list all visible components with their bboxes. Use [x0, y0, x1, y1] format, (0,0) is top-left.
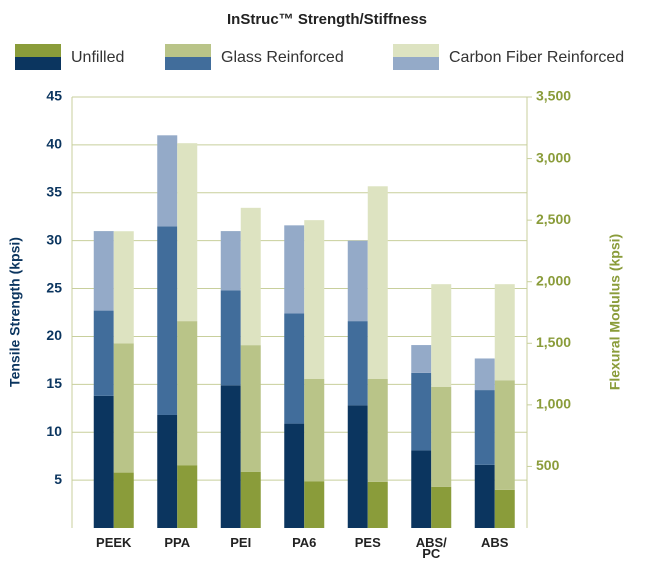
tensile-bar	[411, 450, 432, 528]
flexural-bar	[431, 387, 452, 487]
y-tick-label: 45	[46, 88, 62, 104]
y2-tick-label: 500	[536, 457, 560, 473]
flexural-bar	[367, 186, 388, 379]
flexural-bar	[494, 284, 515, 381]
tensile-bar	[474, 358, 495, 391]
legend-label: Carbon Fiber Reinforced	[449, 49, 624, 66]
y2-axis-label: Flexural Modulus (kpsi)	[607, 234, 623, 390]
tensile-bar	[93, 231, 114, 311]
x-tick-label-box: ABS/ PC	[415, 537, 447, 561]
y-tick-label: 10	[46, 423, 62, 439]
tensile-bar	[411, 345, 432, 373]
x-tick-label-box: PEEK	[96, 537, 132, 550]
legend-swatch	[165, 44, 211, 57]
x-tick-label: ABS/ PC	[415, 537, 447, 561]
y-tick-label: 40	[46, 136, 62, 152]
flexural-bar	[304, 220, 325, 379]
x-tick-label: PES	[354, 537, 381, 550]
tensile-bar	[284, 313, 305, 424]
x-tick-label: PPA	[164, 537, 191, 550]
flexural-bar	[177, 143, 198, 322]
tensile-bar	[347, 240, 368, 322]
x-tick-label: PEI	[230, 537, 252, 550]
flexural-bar	[494, 489, 515, 528]
legend-label: Unfilled	[71, 49, 124, 66]
flexural-bar	[431, 284, 452, 388]
flexural-bar	[240, 471, 261, 528]
tensile-bar	[347, 405, 368, 528]
x-tick-label-box: PEI	[230, 537, 252, 550]
flexural-bar	[431, 486, 452, 528]
tensile-bar	[157, 135, 178, 227]
flexural-bar	[367, 378, 388, 482]
legend-swatch	[15, 57, 61, 70]
y-axis-label: Tensile Strength (kpsi)	[7, 237, 23, 387]
x-tick-label: ABS	[481, 537, 509, 550]
flexural-bar	[304, 378, 325, 482]
y2-tick-label: 2,000	[536, 272, 571, 288]
flexural-bar	[177, 321, 198, 466]
tensile-bar	[220, 290, 241, 386]
legend-label: Glass Reinforced	[221, 49, 344, 66]
tensile-bar	[93, 395, 114, 528]
y-tick-label: 15	[46, 375, 62, 391]
tensile-bar	[157, 226, 178, 415]
flexural-bar	[494, 380, 515, 490]
flexural-bar	[367, 481, 388, 528]
x-tick-label-box: PA6	[292, 537, 317, 550]
legend-swatch	[393, 57, 439, 70]
x-tick-label: PA6	[292, 537, 317, 550]
tensile-bar	[411, 372, 432, 451]
tensile-bar	[284, 225, 305, 314]
y2-tick-label: 1,500	[536, 334, 571, 350]
y2-tick-label: 3,500	[536, 88, 571, 104]
x-tick-label: PEEK	[96, 537, 132, 550]
flexural-bar	[240, 207, 261, 346]
flexural-bar	[113, 343, 134, 473]
chart-title: InStruc™ Strength/Stiffness	[227, 11, 427, 28]
legend-swatch	[165, 57, 211, 70]
y-tick-label: 30	[46, 231, 62, 247]
tensile-bar	[220, 231, 241, 291]
tensile-bar	[93, 310, 114, 396]
y-tick-label: 5	[54, 471, 62, 487]
y2-tick-label: 1,000	[536, 396, 571, 412]
tensile-bar	[474, 464, 495, 528]
tensile-bar	[474, 390, 495, 465]
x-tick-label-box: ABS	[481, 537, 509, 550]
y2-tick-label: 2,500	[536, 211, 571, 227]
tensile-bar	[220, 385, 241, 528]
tensile-bar	[284, 423, 305, 528]
x-tick-label-box: PES	[354, 537, 381, 550]
flexural-bar	[113, 231, 134, 344]
flexural-bar	[113, 472, 134, 528]
legend-swatch	[393, 44, 439, 57]
flexural-bar	[304, 481, 325, 528]
y-tick-label: 35	[46, 183, 62, 199]
tensile-bar	[157, 414, 178, 528]
flexural-bar	[240, 345, 261, 472]
x-tick-label-box: PPA	[164, 537, 191, 550]
legend-swatch	[15, 44, 61, 57]
tensile-bar	[347, 321, 368, 406]
y-tick-label: 20	[46, 327, 62, 343]
y2-tick-label: 3,000	[536, 149, 571, 165]
y-tick-label: 25	[46, 279, 62, 295]
flexural-bar	[177, 465, 198, 528]
